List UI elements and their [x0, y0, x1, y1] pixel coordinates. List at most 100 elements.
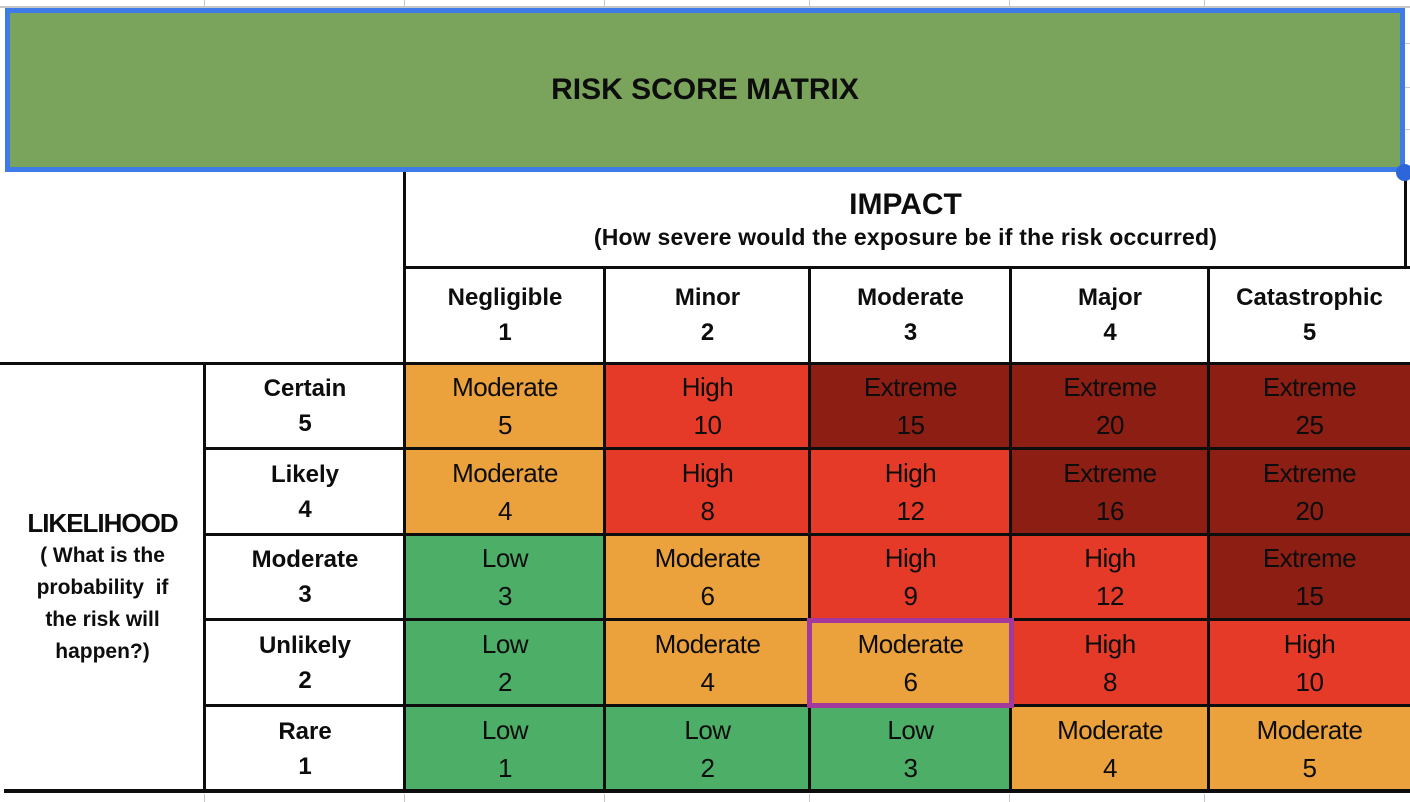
risk-cell-moderate-major-value: 12 — [1096, 581, 1124, 611]
risk-cell-rare-moderate-label: Low — [887, 714, 934, 745]
sheet-gridline — [1405, 129, 1410, 130]
risk-cell-moderate-negligible-label: Low — [481, 543, 529, 573]
risk-cell-moderate-minor-label: Moderate — [654, 543, 761, 573]
risk-cell-certain-minor[interactable]: High 10 — [605, 363, 810, 449]
risk-cell-rare-negligible[interactable]: Low 1 — [405, 706, 605, 791]
impact-header-catastrophic[interactable]: Catastrophic 5 — [1209, 267, 1410, 363]
risk-cell-unlikely-moderate-label: Moderate — [857, 629, 964, 659]
risk-cell-certain-negligible[interactable]: Moderate 5 — [405, 363, 605, 449]
risk-cell-certain-catastrophic[interactable]: Extreme 25 — [1209, 363, 1410, 449]
impact-header-catastrophic-value: 5 — [1302, 319, 1317, 346]
risk-cell-certain-minor-label: High — [681, 372, 734, 402]
risk-cell-rare-negligible-value: 1 — [498, 752, 512, 783]
risk-cell-likely-moderate-value: 12 — [896, 495, 925, 526]
risk-cell-certain-major[interactable]: Extreme 20 — [1011, 363, 1209, 449]
likelihood-header-cell[interactable]: LIKELIHOOD ( What is the probability if … — [0, 363, 205, 791]
risk-cell-rare-negligible-label: Low — [481, 714, 529, 745]
risk-cell-unlikely-catastrophic-value: 10 — [1295, 667, 1324, 697]
likelihood-header-unlikely[interactable]: Unlikely 2 — [205, 620, 405, 706]
sheet-gridline — [1204, 794, 1205, 802]
risk-cell-likely-catastrophic[interactable]: Extreme 20 — [1209, 449, 1410, 534]
risk-cell-likely-major-label: Extreme — [1063, 457, 1157, 488]
sheet-gridline — [1405, 87, 1410, 88]
impact-header-major-label: Major — [1077, 284, 1142, 311]
risk-cell-unlikely-major[interactable]: High 8 — [1011, 620, 1209, 706]
risk-cell-moderate-moderate[interactable]: High 9 — [810, 534, 1011, 620]
impact-header-cell[interactable]: IMPACT (How severe would the exposure be… — [405, 172, 1406, 267]
risk-cell-likely-minor[interactable]: High 8 — [605, 449, 810, 534]
risk-cell-moderate-minor[interactable]: Moderate 6 — [605, 534, 810, 620]
risk-cell-rare-moderate[interactable]: Low 3 — [810, 706, 1011, 791]
risk-cell-moderate-negligible[interactable]: Low 3 — [405, 534, 605, 620]
risk-cell-certain-moderate[interactable]: Extreme 15 — [810, 363, 1011, 449]
risk-cell-moderate-major[interactable]: High 12 — [1011, 534, 1209, 620]
risk-cell-unlikely-negligible[interactable]: Low 2 — [405, 620, 605, 706]
table-border — [1404, 172, 1407, 268]
impact-header-negligible[interactable]: Negligible 1 — [405, 267, 605, 363]
table-border — [1207, 266, 1210, 791]
impact-title: IMPACT — [849, 187, 962, 221]
likelihood-header-moderate[interactable]: Moderate 3 — [205, 534, 405, 620]
risk-cell-moderate-catastrophic-label: Extreme — [1262, 543, 1357, 573]
risk-cell-unlikely-moderate-value: 6 — [903, 667, 918, 697]
table-border — [4, 789, 1410, 793]
risk-cell-unlikely-major-label: High — [1084, 629, 1136, 659]
risk-cell-moderate-moderate-label: High — [884, 543, 937, 573]
risk-cell-likely-catastrophic-value: 20 — [1295, 495, 1324, 526]
sheet-gridline — [1009, 794, 1010, 802]
risk-cell-likely-negligible-value: 4 — [498, 495, 512, 526]
impact-header-moderate-label: Moderate — [857, 284, 964, 311]
likelihood-header-rare-value: 1 — [298, 752, 312, 780]
impact-header-major[interactable]: Major 4 — [1011, 267, 1209, 363]
likelihood-header-rare[interactable]: Rare 1 — [205, 706, 405, 791]
likelihood-subtitle-line: probability if — [36, 576, 169, 599]
likelihood-header-likely[interactable]: Likely 4 — [205, 449, 405, 534]
risk-cell-rare-major[interactable]: Moderate 4 — [1011, 706, 1209, 791]
likelihood-header-rare-label: Rare — [278, 717, 332, 745]
table-border — [403, 172, 406, 791]
risk-cell-moderate-catastrophic-value: 15 — [1295, 581, 1324, 611]
likelihood-header-unlikely-label: Unlikely — [258, 632, 352, 659]
risk-cell-likely-negligible[interactable]: Moderate 4 — [405, 449, 605, 534]
sheet-gridline — [809, 0, 810, 6]
table-border — [0, 362, 1410, 365]
sheet-gridline — [204, 794, 205, 802]
risk-cell-moderate-negligible-value: 3 — [498, 581, 512, 611]
risk-cell-likely-minor-value: 8 — [700, 495, 715, 526]
matrix-title: RISK SCORE MATRIX — [551, 73, 859, 106]
risk-cell-likely-major[interactable]: Extreme 16 — [1011, 449, 1209, 534]
table-border — [603, 266, 606, 791]
risk-cell-unlikely-minor[interactable]: Moderate 4 — [605, 620, 810, 706]
selected-cell-outline[interactable] — [807, 618, 1014, 708]
selection-handle[interactable] — [1396, 164, 1410, 181]
risk-cell-moderate-major-label: High — [1084, 543, 1136, 573]
risk-cell-rare-catastrophic[interactable]: Moderate 5 — [1209, 706, 1410, 791]
sheet-gridline — [1204, 0, 1205, 6]
risk-cell-moderate-minor-value: 6 — [700, 581, 715, 611]
risk-cell-rare-minor[interactable]: Low 2 — [605, 706, 810, 791]
impact-subtitle: (How severe would the exposure be if the… — [593, 223, 1218, 250]
risk-cell-moderate-catastrophic[interactable]: Extreme 15 — [1209, 534, 1410, 620]
risk-cell-rare-minor-label: Low — [684, 714, 731, 745]
risk-cell-unlikely-catastrophic[interactable]: High 10 — [1209, 620, 1410, 706]
table-border — [203, 362, 206, 791]
risk-cell-certain-catastrophic-value: 25 — [1295, 410, 1324, 440]
risk-cell-likely-moderate[interactable]: High 12 — [810, 449, 1011, 534]
impact-header-minor[interactable]: Minor 2 — [605, 267, 810, 363]
title-banner-cell[interactable]: RISK SCORE MATRIX — [5, 8, 1405, 172]
table-border — [204, 533, 1410, 536]
risk-cell-certain-major-value: 20 — [1096, 410, 1124, 440]
likelihood-header-certain[interactable]: Certain 5 — [205, 363, 405, 449]
risk-cell-unlikely-minor-label: Moderate — [654, 629, 761, 659]
impact-header-moderate[interactable]: Moderate 3 — [810, 267, 1011, 363]
impact-header-catastrophic-label: Catastrophic — [1236, 284, 1383, 311]
impact-header-major-value: 4 — [1103, 319, 1117, 346]
impact-header-minor-label: Minor — [674, 284, 741, 311]
risk-cell-unlikely-moderate[interactable]: Moderate 6 — [810, 620, 1011, 706]
sheet-gridline — [809, 794, 810, 802]
likelihood-header-certain-label: Certain — [263, 375, 347, 402]
likelihood-title: LIKELIHOOD — [27, 508, 178, 538]
risk-cell-likely-minor-label: High — [681, 457, 734, 488]
sheet-gridline — [1405, 43, 1410, 44]
risk-cell-rare-moderate-value: 3 — [903, 752, 918, 783]
